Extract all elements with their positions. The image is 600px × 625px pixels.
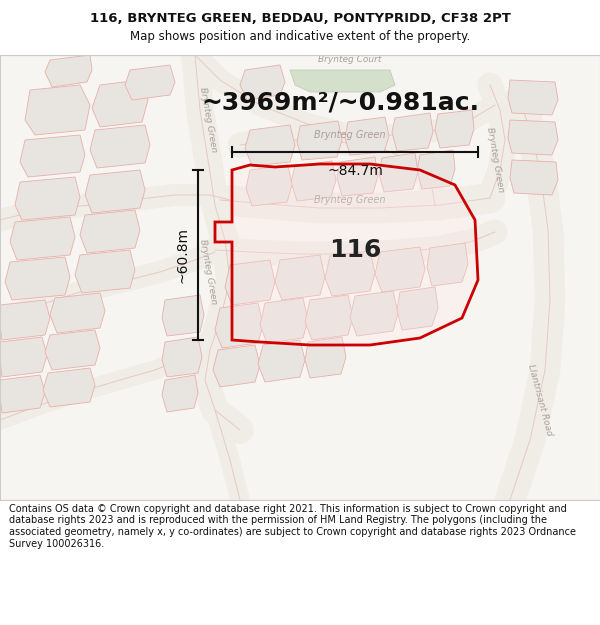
Text: Brynteg Green: Brynteg Green xyxy=(314,130,386,140)
Polygon shape xyxy=(417,150,455,189)
Polygon shape xyxy=(435,110,474,148)
Polygon shape xyxy=(260,298,308,343)
Polygon shape xyxy=(215,164,478,345)
Text: Brynteg Court: Brynteg Court xyxy=(319,56,382,64)
Polygon shape xyxy=(240,65,285,100)
Polygon shape xyxy=(43,368,95,407)
Polygon shape xyxy=(427,243,468,286)
Text: Map shows position and indicative extent of the property.: Map shows position and indicative extent… xyxy=(130,30,470,43)
Polygon shape xyxy=(246,165,292,206)
Polygon shape xyxy=(162,337,202,377)
Polygon shape xyxy=(0,337,47,377)
Polygon shape xyxy=(162,375,198,412)
Polygon shape xyxy=(325,251,375,296)
Polygon shape xyxy=(45,55,92,87)
Text: Brynteg Green: Brynteg Green xyxy=(198,239,218,306)
Polygon shape xyxy=(20,135,85,177)
Polygon shape xyxy=(508,120,558,155)
Polygon shape xyxy=(5,257,70,300)
Polygon shape xyxy=(75,250,135,293)
Text: 116: 116 xyxy=(329,238,381,262)
Polygon shape xyxy=(345,117,389,155)
Polygon shape xyxy=(337,157,378,196)
Polygon shape xyxy=(397,287,438,330)
Polygon shape xyxy=(275,255,325,300)
Polygon shape xyxy=(213,345,260,387)
Polygon shape xyxy=(305,295,353,340)
Polygon shape xyxy=(125,65,175,100)
Polygon shape xyxy=(392,113,433,151)
Polygon shape xyxy=(85,170,145,213)
Polygon shape xyxy=(25,85,90,135)
Text: Brynteg Green: Brynteg Green xyxy=(198,87,218,153)
Polygon shape xyxy=(305,337,346,378)
Polygon shape xyxy=(50,293,105,333)
Polygon shape xyxy=(92,80,148,127)
Polygon shape xyxy=(45,330,100,370)
Polygon shape xyxy=(0,375,45,413)
Polygon shape xyxy=(10,217,75,260)
Text: Brynteg Green: Brynteg Green xyxy=(314,195,386,205)
Polygon shape xyxy=(508,80,558,115)
Polygon shape xyxy=(245,125,295,166)
Text: 116, BRYNTEG GREEN, BEDDAU, PONTYPRIDD, CF38 2PT: 116, BRYNTEG GREEN, BEDDAU, PONTYPRIDD, … xyxy=(89,12,511,25)
Polygon shape xyxy=(510,160,558,195)
Text: Llantrisant Road: Llantrisant Road xyxy=(526,363,554,437)
Polygon shape xyxy=(258,340,305,382)
Text: Brynteg Green: Brynteg Green xyxy=(485,127,505,193)
Polygon shape xyxy=(375,247,425,292)
Polygon shape xyxy=(0,300,50,340)
Text: ~60.8m: ~60.8m xyxy=(176,227,190,283)
Polygon shape xyxy=(379,153,418,192)
Text: ~84.7m: ~84.7m xyxy=(327,164,383,178)
Polygon shape xyxy=(297,121,342,160)
Polygon shape xyxy=(90,125,150,168)
Polygon shape xyxy=(225,260,275,305)
Text: ~3969m²/~0.981ac.: ~3969m²/~0.981ac. xyxy=(201,90,479,114)
Polygon shape xyxy=(80,210,140,253)
Polygon shape xyxy=(162,295,204,336)
Polygon shape xyxy=(15,177,80,220)
Polygon shape xyxy=(291,161,336,201)
Text: Contains OS data © Crown copyright and database right 2021. This information is : Contains OS data © Crown copyright and d… xyxy=(9,504,576,549)
Polygon shape xyxy=(350,291,398,336)
Polygon shape xyxy=(215,303,263,348)
Polygon shape xyxy=(290,70,395,92)
